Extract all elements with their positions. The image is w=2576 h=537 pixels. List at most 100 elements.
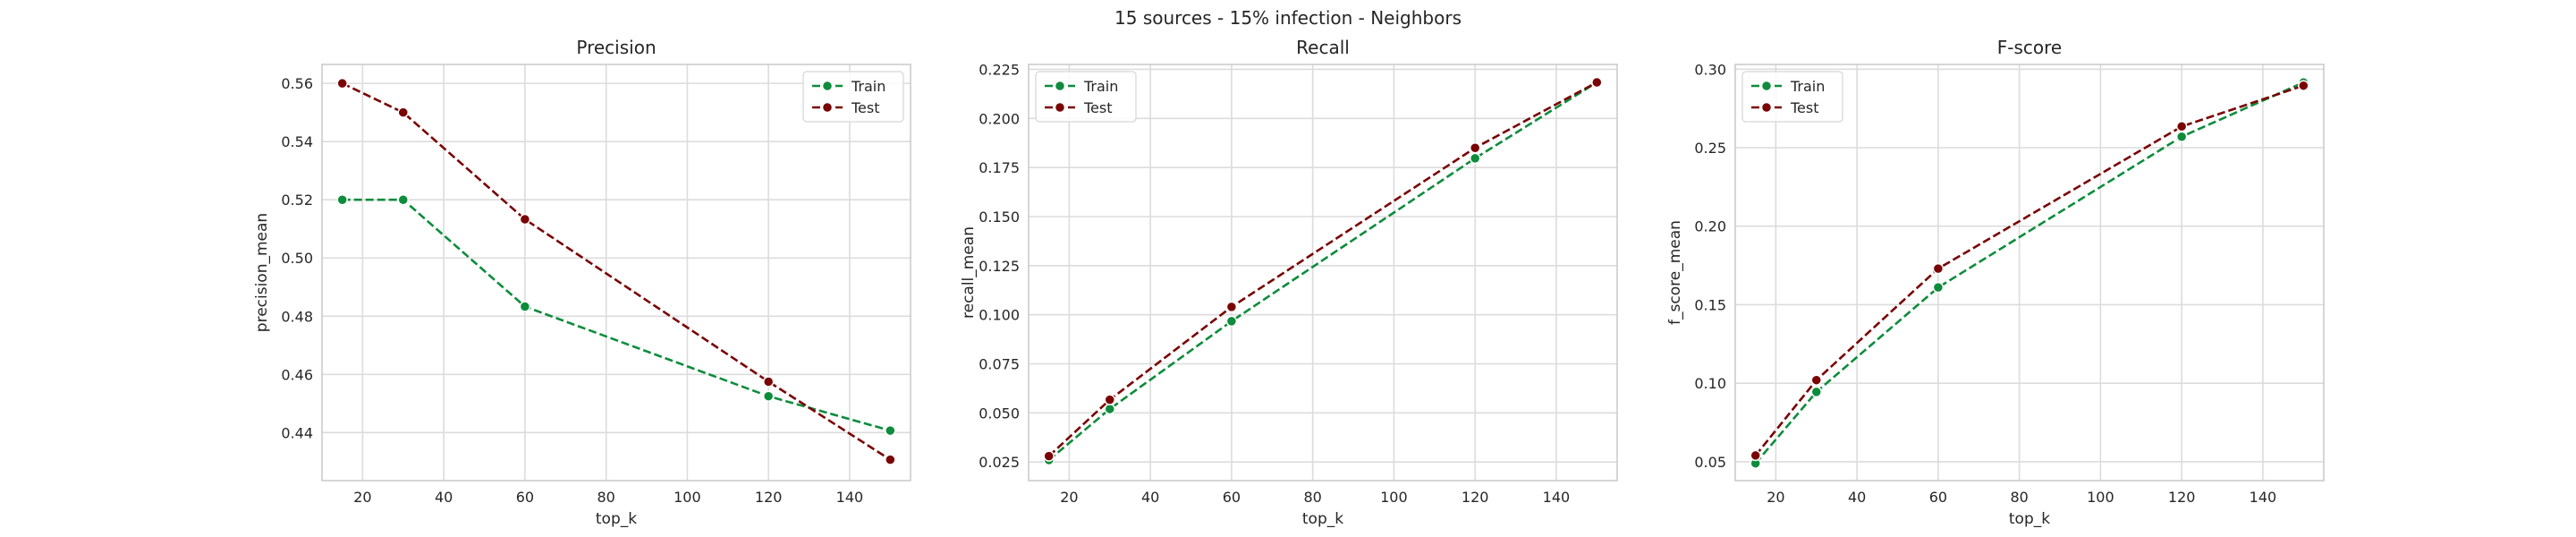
precision-train-point [336,193,348,206]
recall-legend: Train Test [1035,71,1137,123]
precision-x-tick-label: 80 [597,489,614,506]
f-score-x-tick-label: 40 [1848,489,1866,506]
precision-y-tick-label: 0.52 [281,192,313,209]
precision-x-tick-label: 100 [674,489,701,506]
precision-legend-train-marker [821,80,834,92]
f-score-test-point [1810,374,1823,386]
f-score-test-line [1754,84,2304,456]
f-score-test-point [2298,80,2309,91]
precision-x-tick-label: 20 [353,489,371,506]
figure-suptitle: 15 sources - 15% infection - Neighbors [1114,7,1462,29]
precision-y-axis-label: precision_mean [253,213,271,332]
precision-test-point [397,107,410,118]
precision-legend-test-label: Test [851,99,880,116]
chart-recall: 20 40 60 80 100 120 140 0.025 0.050 0.075 0.100 0.1… [960,37,1618,528]
f-score-train-point [2175,131,2188,142]
f-score-train-point [1810,386,1823,398]
recall-test-point [1469,141,1481,154]
recall-x-tick-label: 20 [1060,489,1078,506]
precision-x-axis-label: top_k [596,510,637,528]
f-score-legend: Train Test [1741,71,1843,123]
f-score-y-tick-label: 0.25 [1694,140,1726,157]
f-score-test-point [2175,121,2188,132]
precision-test-point [762,376,775,388]
f-score-plot-frame [1734,64,2325,482]
f-score-x-tick-label: 100 [2087,489,2114,506]
precision-test-line [342,81,892,461]
f-score-title: F-score [1997,37,2062,58]
recall-x-tick-label: 60 [1223,489,1241,506]
precision-legend: Train Test [802,71,904,123]
recall-y-tick-label: 0.075 [979,355,1020,372]
precision-y-tick-label: 0.56 [281,75,313,92]
precision-x-tick-label: 140 [836,489,864,506]
f-score-y-axis-label: f_score_mean [1666,220,1684,325]
recall-y-tick-label: 0.175 [979,159,1020,176]
f-score-legend-train-label: Train [1790,78,1825,95]
f-score-test-point [1932,262,1945,275]
precision-x-tick-label: 60 [516,489,534,506]
precision-train-point [519,301,531,312]
f-score-x-tick-label: 20 [1767,489,1784,506]
recall-y-axis-label: recall_mean [960,226,978,319]
f-score-legend-test-label: Test [1790,99,1819,116]
recall-test-point [1043,450,1055,462]
recall-y-tick-label: 0.200 [979,110,1020,127]
recall-train-point [1104,403,1116,415]
f-score-legend-train-marker [1760,80,1773,92]
recall-y-tick-label: 0.025 [979,454,1020,471]
f-score-x-tick-label: 120 [2168,489,2196,506]
recall-train-line [1047,81,1597,461]
recall-train-point [1469,152,1481,165]
recall-train-point [1225,315,1238,328]
precision-test-point [885,454,896,465]
precision-train-point [885,424,896,437]
f-score-y-tick-label: 0.05 [1694,454,1726,471]
recall-y-tick-label: 0.125 [979,258,1020,275]
f-score-y-tick-label: 0.10 [1694,375,1726,392]
recall-legend-test-label: Test [1083,99,1113,116]
recall-test-point [1104,394,1116,405]
f-score-x-tick-label: 140 [2250,489,2277,506]
precision-y-tick-label: 0.54 [281,133,313,150]
recall-legend-test-marker [1054,101,1066,114]
recall-x-axis-label: top_k [1302,510,1343,528]
precision-x-tick-label: 120 [755,489,783,506]
recall-y-tick-label: 0.225 [979,61,1020,78]
precision-legend-train-label: Train [851,78,886,95]
chart-f-score: 20 40 60 80 100 120 140 0.05 0.10 0.15 0.20 0.25 0.3… [1666,37,2325,528]
precision-plot-frame [321,64,911,482]
f-score-x-axis-label: top_k [2009,510,2050,528]
precision-y-tick-label: 0.48 [281,308,313,325]
precision-train-point [397,193,410,206]
precision-title: Precision [576,37,656,58]
recall-x-tick-label: 140 [1543,489,1571,506]
precision-train-point [762,390,775,402]
precision-legend-test-marker [821,101,834,114]
precision-y-tick-label: 0.46 [281,366,313,383]
f-score-y-tick-label: 0.20 [1694,218,1726,235]
recall-legend-train-label: Train [1083,78,1118,95]
recall-y-tick-label: 0.050 [979,405,1020,422]
recall-plot-frame [1028,64,1618,482]
f-score-train-line [1754,81,2304,465]
recall-test-point [1225,301,1238,313]
recall-x-tick-label: 40 [1141,489,1159,506]
recall-x-tick-label: 100 [1380,489,1408,506]
recall-y-tick-label: 0.100 [979,307,1020,324]
precision-test-point [336,77,348,90]
recall-y-tick-label: 0.150 [979,209,1020,226]
f-score-y-tick-label: 0.30 [1694,61,1726,78]
f-score-train-point [1932,281,1945,294]
precision-y-tick-label: 0.44 [281,424,313,441]
precision-train-line [342,198,891,432]
precision-x-tick-label: 40 [435,489,453,506]
recall-legend-train-marker [1054,80,1066,92]
f-score-x-tick-label: 80 [2010,489,2028,506]
recall-test-point [1591,76,1603,89]
recall-test-line [1047,81,1597,457]
chart-precision: 20 40 60 80 100 120 140 0.44 0.46 0.48 0.50 0.52 0.5… [253,37,911,528]
f-score-y-tick-label: 0.15 [1694,296,1726,313]
recall-x-tick-label: 120 [1462,489,1489,506]
